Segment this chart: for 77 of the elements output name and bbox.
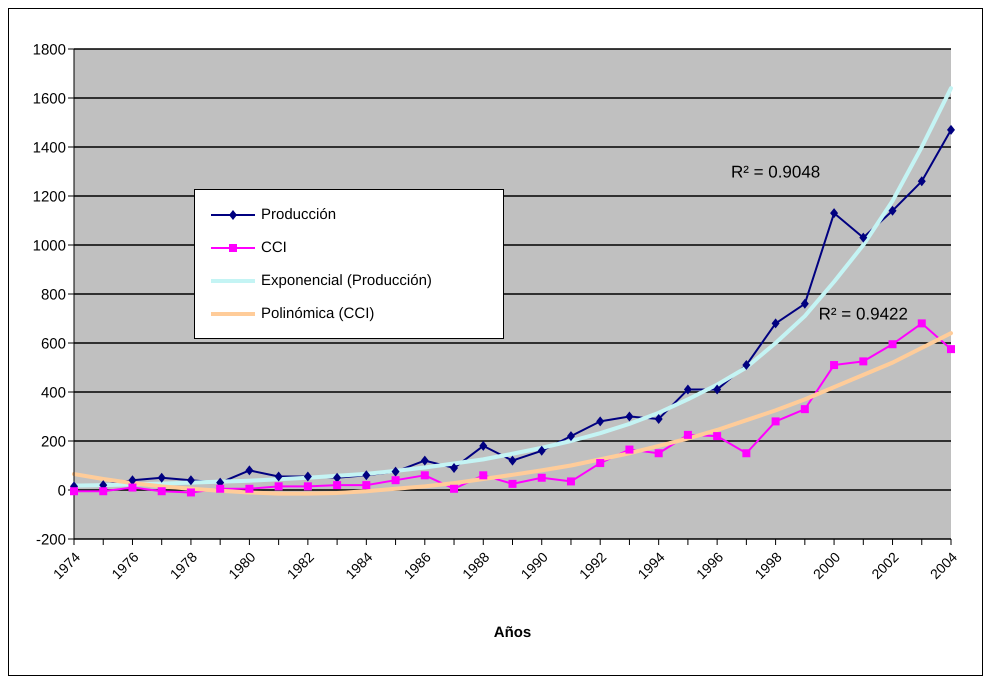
- y-tick-label: 400: [40, 384, 66, 402]
- point: [304, 482, 312, 490]
- point: [158, 472, 166, 483]
- point: [450, 484, 458, 493]
- y-tick-label: 1200: [32, 188, 66, 206]
- point: [245, 484, 254, 493]
- point: [859, 357, 868, 366]
- y-tick-label: 200: [40, 433, 66, 450]
- y-tick-label: -200: [36, 531, 66, 548]
- point: [596, 459, 604, 468]
- point: [830, 208, 838, 218]
- point: [274, 472, 283, 482]
- legend-label: Producción: [261, 206, 336, 223]
- point: [420, 471, 429, 480]
- point: [918, 176, 926, 186]
- point: [596, 416, 604, 426]
- point: [830, 361, 838, 370]
- point: [216, 484, 224, 493]
- y-tick-label: 0: [58, 482, 66, 500]
- point: [333, 472, 342, 483]
- point: [625, 412, 634, 422]
- point: [713, 384, 722, 395]
- y-tick-label: 800: [40, 286, 66, 304]
- point: [333, 481, 342, 490]
- point: [625, 446, 634, 454]
- point: [420, 456, 429, 466]
- point: [888, 206, 897, 216]
- point: [362, 470, 370, 480]
- y-tick-label: 1600: [32, 90, 66, 108]
- point: [508, 456, 516, 466]
- point: [128, 484, 136, 492]
- point: [99, 487, 108, 496]
- legend-label: CCI: [261, 239, 287, 256]
- point: [392, 466, 400, 477]
- y-tick-label: 1800: [32, 41, 66, 58]
- point: [742, 360, 750, 370]
- point: [538, 474, 546, 482]
- point: [684, 384, 692, 395]
- point: [479, 471, 488, 480]
- x-axis-title: Años: [494, 624, 532, 641]
- point: [654, 449, 663, 458]
- point: [566, 431, 575, 442]
- point: [392, 476, 400, 484]
- point: [538, 446, 546, 456]
- point: [684, 430, 692, 439]
- point: [70, 487, 78, 496]
- point: [654, 414, 663, 424]
- legend-label: Exponencial (Producción): [261, 272, 432, 289]
- point: [245, 465, 254, 476]
- point: [508, 480, 516, 488]
- point: [186, 475, 195, 486]
- point: [274, 482, 283, 490]
- point: [859, 232, 868, 243]
- point: [742, 449, 750, 458]
- point: [772, 417, 780, 426]
- point: [800, 405, 809, 414]
- point: [128, 475, 136, 486]
- y-tick-label: 600: [40, 335, 66, 352]
- legend-label: Polinómica (CCI): [261, 305, 374, 322]
- point: [566, 477, 575, 486]
- annotation: R² = 0.9422: [818, 304, 908, 324]
- point: [772, 318, 780, 328]
- y-tick-label: 1000: [32, 237, 66, 254]
- point: [479, 440, 488, 451]
- point: [158, 487, 166, 496]
- point: [918, 319, 926, 328]
- point: [888, 340, 897, 348]
- point: [304, 472, 312, 482]
- point: [186, 488, 195, 496]
- point: [362, 481, 370, 490]
- point: [947, 124, 955, 135]
- annotation: R² = 0.9048: [730, 162, 820, 182]
- point: [947, 345, 955, 354]
- point: [450, 462, 458, 473]
- point: [800, 298, 809, 309]
- y-tick-label: 1400: [32, 139, 66, 156]
- point: [713, 432, 722, 440]
